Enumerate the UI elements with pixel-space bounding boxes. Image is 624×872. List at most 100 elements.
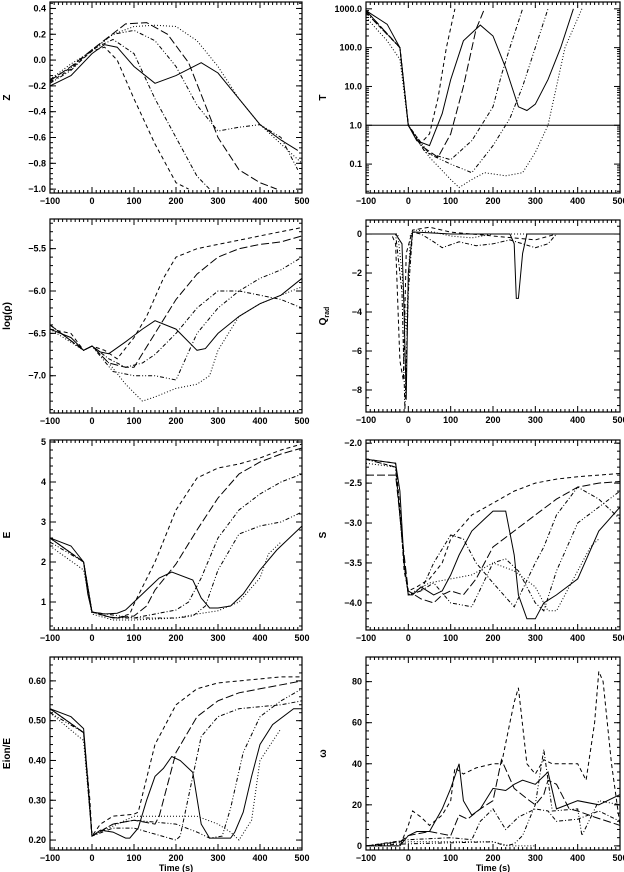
panel-2: −100 0 100 200 300 400 500 1000.0 100.0 10.0 1.0 0.… <box>318 1 624 206</box>
plot-frame <box>49 439 303 631</box>
y-tick-label: 40 <box>352 759 362 769</box>
x-tick-label: 300 <box>528 633 543 643</box>
panel-1: −100 0 100 200 300 400 500 0.4 0.2 0.0 −0.2 −0.4 −0.… <box>2 1 310 206</box>
y-axis-label: log(ρ) <box>2 302 13 330</box>
y-axis-label: S <box>318 531 329 538</box>
x-tick-label: 0 <box>406 196 411 206</box>
panel-3: −100 0 100 200 300 400 500 −5.5 −6.0 −6.5 −7.0 log(… <box>2 218 310 426</box>
x-tick-label: 300 <box>528 853 543 863</box>
x-tick-label: 100 <box>443 415 458 425</box>
y-tick-label: 80 <box>352 677 362 687</box>
x-tick-label: 400 <box>570 415 585 425</box>
panel-4: −100 0 100 200 300 400 500 0 −2 −4 −6 −8 Qrad <box>318 219 624 425</box>
y-tick-label: 1 <box>41 597 46 607</box>
plot-frame <box>49 218 303 414</box>
x-tick-label: 100 <box>126 853 141 863</box>
series-longdash-line <box>366 8 485 159</box>
series-dotted-line <box>50 286 302 402</box>
y-axis-label-text: Eion/E <box>2 738 13 769</box>
x-axis-label: Time (s) <box>476 863 510 872</box>
x-tick-label: 400 <box>252 633 267 643</box>
x-tick-label: 200 <box>168 416 183 426</box>
y-tick-label: −0.8 <box>28 158 46 168</box>
y-tick-label: −5.5 <box>28 244 46 254</box>
x-tick-label: 0 <box>406 633 411 643</box>
y-tick-label: −3.0 <box>344 518 362 528</box>
x-tick-label: 300 <box>210 416 225 426</box>
y-tick-label: −6.0 <box>28 286 46 296</box>
y-axis-label-text: ω <box>318 749 329 758</box>
y-tick-label: 0.1 <box>349 159 362 169</box>
x-tick-label: 0 <box>406 415 411 425</box>
plot-frame <box>365 1 621 194</box>
y-tick-label: 100.0 <box>339 43 362 53</box>
x-tick-label: 100 <box>443 633 458 643</box>
y-tick-label: −2.5 <box>344 478 362 488</box>
y-tick-label: 0.40 <box>28 755 46 765</box>
x-tick-label: 400 <box>570 633 585 643</box>
x-tick-label: 200 <box>168 633 183 643</box>
x-tick-label: −100 <box>40 416 60 426</box>
y-tick-label: −7.0 <box>28 371 46 381</box>
panel-5: −100 0 100 200 300 400 500 5 4 3 2 1 E <box>2 437 310 643</box>
y-tick-label: 20 <box>352 800 362 810</box>
y-axis-label-subscript: rad <box>324 307 331 318</box>
series-dotted-line <box>50 712 282 841</box>
plot-frame <box>365 656 621 851</box>
x-tick-label: 200 <box>485 415 500 425</box>
y-tick-label: 0.60 <box>28 676 46 686</box>
x-tick-label: 500 <box>294 853 309 863</box>
y-tick-label: 3 <box>41 517 46 527</box>
x-tick-label: 200 <box>485 633 500 643</box>
series-dashdot-line <box>366 458 620 608</box>
x-tick-label: 300 <box>210 633 225 643</box>
y-tick-label: 1.0 <box>349 120 362 130</box>
y-axis-label-text: Q <box>318 317 329 325</box>
y-axis-label-text: log(ρ) <box>2 302 13 330</box>
series-dashed-line <box>366 8 456 144</box>
x-tick-label: 0 <box>89 416 94 426</box>
x-tick-label: 400 <box>252 416 267 426</box>
y-tick-label: −4.0 <box>344 598 362 608</box>
y-tick-label: −6.5 <box>28 328 46 338</box>
y-tick-label: 10.0 <box>344 81 362 91</box>
series-dashdot-line <box>50 473 302 619</box>
x-tick-label: 0 <box>89 853 94 863</box>
series-solid-line <box>366 231 620 400</box>
x-tick-label: 0 <box>406 853 411 863</box>
x-tick-label: 200 <box>485 853 500 863</box>
y-axis-label: Qrad <box>318 307 331 326</box>
x-tick-label: 300 <box>210 853 225 863</box>
y-axis-label: E <box>2 531 13 538</box>
x-axis-label: Time (s) <box>159 863 193 872</box>
series-dashed-line <box>366 226 620 381</box>
y-axis-label: T <box>318 94 329 100</box>
y-tick-label: −0.4 <box>28 107 46 117</box>
x-tick-label: −100 <box>356 415 376 425</box>
x-tick-label: 200 <box>168 853 183 863</box>
series-dashdotdot-line <box>50 511 302 619</box>
series-dashed-line <box>50 676 302 838</box>
y-axis-label: Z <box>2 94 13 100</box>
series-dashdot-line <box>366 808 620 847</box>
plot-frame <box>49 1 303 194</box>
y-tick-label: −2.0 <box>344 438 362 448</box>
x-tick-label: −100 <box>356 853 376 863</box>
x-tick-label: 100 <box>126 196 141 206</box>
series-longdash-line <box>366 758 620 847</box>
series-dashdotdot-line <box>366 8 549 174</box>
panel-6: −100 0 100 200 300 400 500 −2.0 −2.5 −3.0 −3.5 −4.0… <box>318 438 624 643</box>
y-tick-label: 0.30 <box>28 795 46 805</box>
series-dashdot-line <box>366 8 524 161</box>
series-dashed-line <box>50 227 302 360</box>
y-axis-label-text: T <box>318 94 329 100</box>
x-tick-label: −100 <box>356 633 376 643</box>
x-tick-label: 300 <box>528 415 543 425</box>
series-dashdot-line <box>50 700 302 841</box>
y-axis-label: Eion/E <box>2 738 13 769</box>
series-longdash-line <box>50 235 302 368</box>
series-solid-line <box>366 458 620 620</box>
y-tick-label: −1.0 <box>28 184 46 194</box>
x-tick-label: 300 <box>528 196 543 206</box>
